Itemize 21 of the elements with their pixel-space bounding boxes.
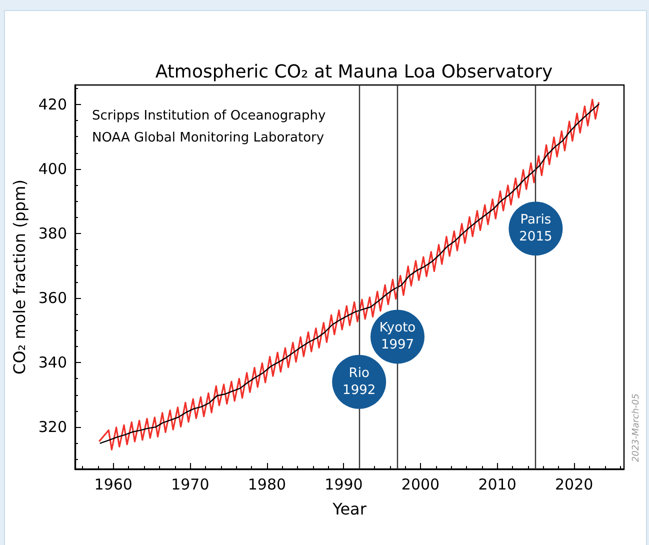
text: 2023-March-05 [632, 393, 642, 462]
x-axis-title: Year [332, 500, 367, 518]
annotation: Scripps Institution of Oceanography NOAA Global Monitoring Laboratory [92, 108, 326, 146]
y-tick-label: 420 [38, 95, 67, 114]
x-tick-label: 1970 [171, 476, 210, 494]
y-tick-label: 320 [38, 418, 67, 436]
annotation: Rio 1992 [342, 366, 376, 398]
y-tick-label: 340 [38, 354, 67, 372]
y-tick-label: 360 [38, 288, 67, 307]
y-tick-label: 380 [38, 224, 67, 242]
y-axis-title: CO₂ mole fraction (ppm) [10, 180, 29, 374]
chart-title: Atmospheric CO₂ at Mauna Loa Observatory [155, 62, 553, 82]
x-tick-label: 2000 [401, 476, 440, 494]
annotation: Paris 2015 [519, 212, 552, 245]
y-tick-label: 400 [38, 160, 67, 178]
x-tick-label: 1960 [94, 476, 132, 494]
x-tick-label: 1990 [324, 476, 363, 494]
annotation: Kyoto 1997 [379, 320, 416, 353]
x-tick-label: 2010 [478, 476, 516, 494]
x-tick-label: 2020 [554, 476, 594, 494]
x-tick-label: 1980 [248, 476, 286, 494]
